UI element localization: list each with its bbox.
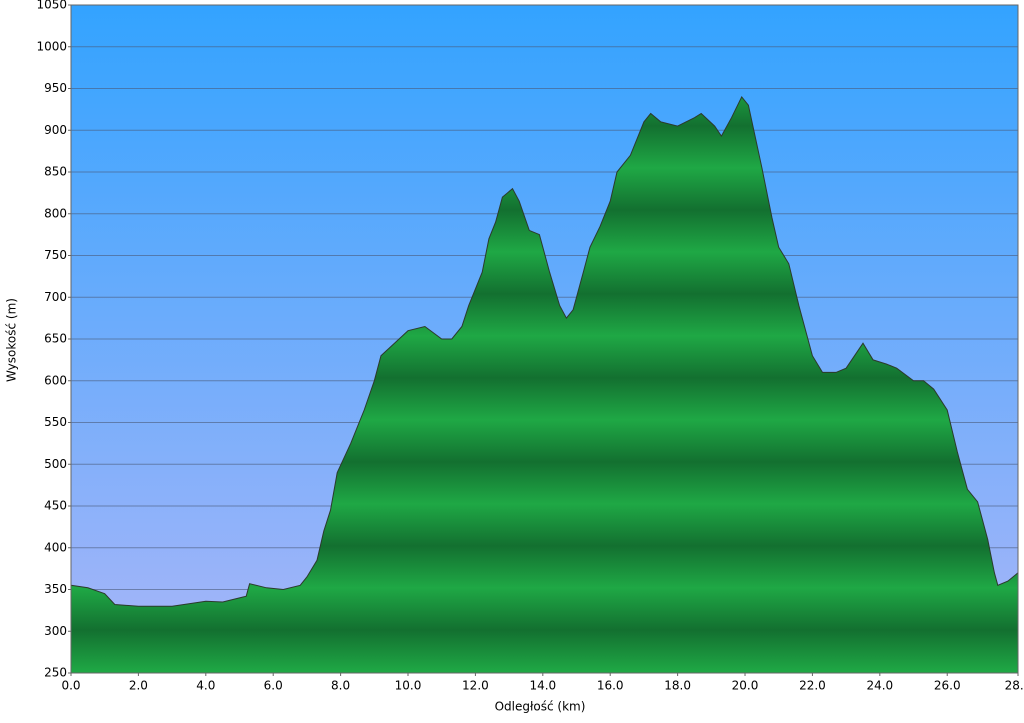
x-tick-label: 18.0 xyxy=(664,679,691,693)
x-tick-label: 28.1 xyxy=(1005,679,1024,693)
y-tick-label: 1050 xyxy=(36,0,67,12)
x-tick-label: 22.0 xyxy=(799,679,826,693)
y-tick-label: 400 xyxy=(44,540,67,554)
y-tick-label: 650 xyxy=(44,332,67,346)
elevation-area xyxy=(71,96,1018,673)
x-tick-label: 12.0 xyxy=(462,679,489,693)
x-tick-label: 2.0 xyxy=(129,679,148,693)
x-tick-label: 10.0 xyxy=(395,679,422,693)
x-tick-label: 8.0 xyxy=(331,679,350,693)
y-tick-label: 450 xyxy=(44,499,67,513)
y-tick-label: 850 xyxy=(44,165,67,179)
x-axis-title: Odległość (km) xyxy=(495,700,586,714)
y-tick-label: 250 xyxy=(44,666,67,680)
elevation-line xyxy=(70,95,1019,607)
y-axis-title: Wysokość (m) xyxy=(5,298,19,382)
y-tick-label: 500 xyxy=(44,457,67,471)
x-tick-label: 16.0 xyxy=(597,679,624,693)
y-tick-label: 750 xyxy=(44,248,67,262)
y-tick-label: 300 xyxy=(44,624,67,638)
x-tick-label: 6.0 xyxy=(264,679,283,693)
y-tick-label: 350 xyxy=(44,582,67,596)
y-tick-label: 600 xyxy=(44,373,67,387)
x-tick-label: 14.0 xyxy=(529,679,556,693)
y-tick-label: 800 xyxy=(44,206,67,220)
y-tick-label: 950 xyxy=(44,81,67,95)
y-tick-label: 900 xyxy=(44,123,67,137)
x-tick-label: 20.0 xyxy=(732,679,759,693)
x-tick-label: 0.0 xyxy=(61,679,80,693)
x-tick-label: 24.0 xyxy=(866,679,893,693)
y-tick-label: 700 xyxy=(44,290,67,304)
y-tick-label: 1000 xyxy=(36,39,67,53)
x-tick-label: 4.0 xyxy=(196,679,215,693)
x-tick-label: 26.0 xyxy=(934,679,961,693)
y-tick-label: 550 xyxy=(44,415,67,429)
